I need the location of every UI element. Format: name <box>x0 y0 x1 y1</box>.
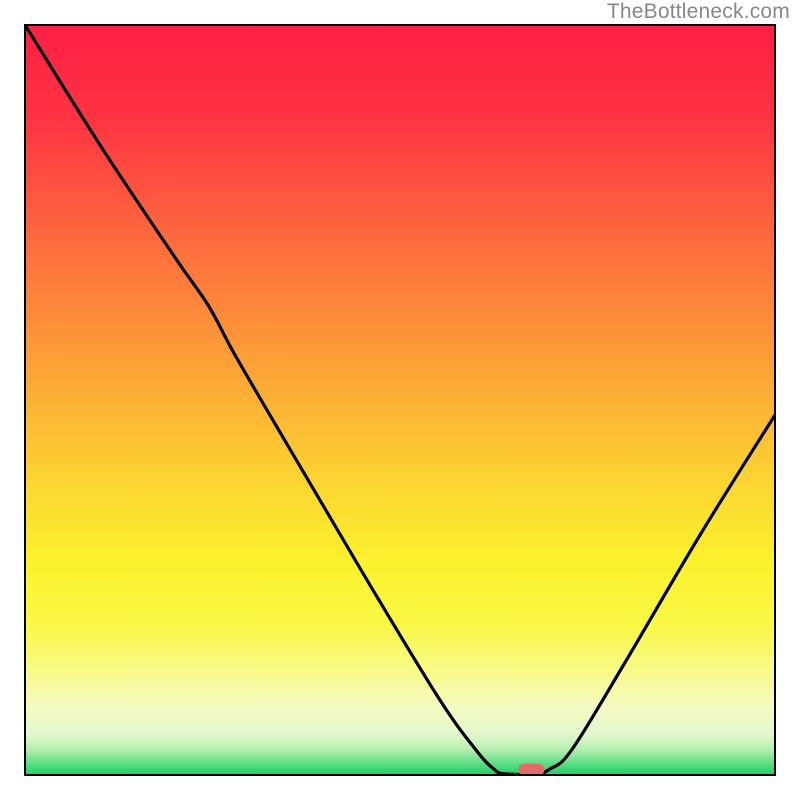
gradient-background <box>25 25 775 775</box>
bottleneck-chart-svg <box>0 0 800 800</box>
chart-container: { "watermark": { "text": "TheBottleneck.… <box>0 0 800 800</box>
watermark-text: TheBottleneck.com <box>607 0 790 24</box>
plot-area <box>25 25 775 776</box>
optimum-marker <box>518 764 544 776</box>
